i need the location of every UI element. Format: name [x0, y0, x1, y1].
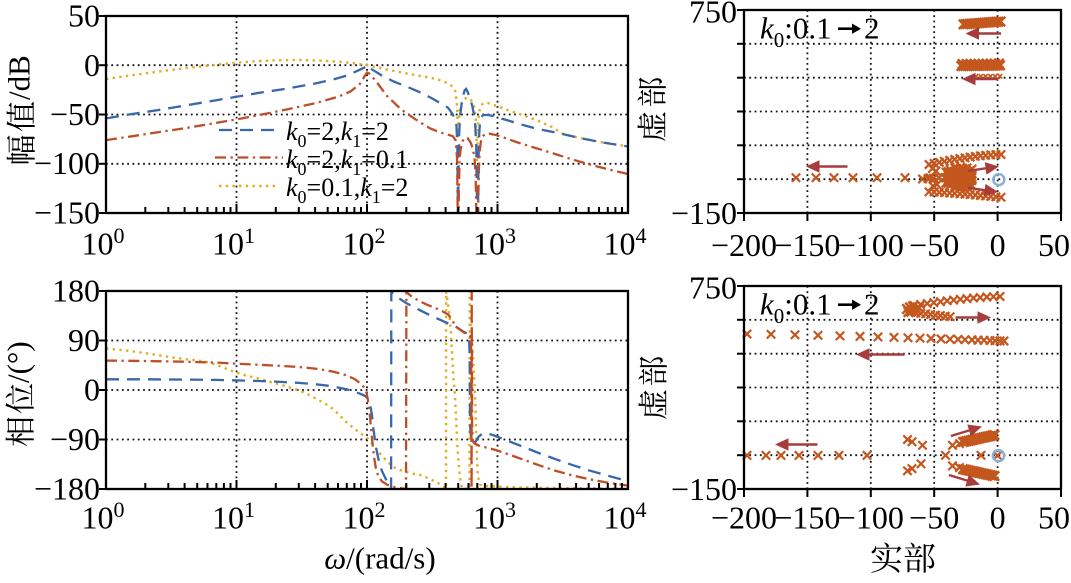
svg-text:−50: −50	[50, 96, 100, 132]
svg-text:180: 180	[52, 273, 100, 309]
svg-text:100: 100	[82, 497, 125, 536]
svg-text:−50: −50	[909, 500, 959, 536]
svg-text:50: 50	[1038, 227, 1070, 263]
svg-text:−200: −200	[711, 500, 777, 536]
svg-text:/dB: /dB	[2, 55, 37, 100]
svg-text:103: 103	[473, 497, 516, 536]
svg-text:0: 0	[84, 372, 100, 408]
svg-text:2: 2	[864, 11, 880, 46]
svg-text:−180: −180	[34, 471, 100, 507]
svg-text:−150: −150	[671, 195, 737, 231]
svg-text:750: 750	[689, 270, 737, 306]
svg-text:−150: −150	[774, 500, 840, 536]
svg-text:/(°): /(°)	[1, 341, 36, 383]
svg-text:101: 101	[212, 497, 255, 536]
svg-text:−100: −100	[838, 500, 904, 536]
svg-text:2: 2	[864, 287, 880, 322]
svg-text:50: 50	[68, 0, 100, 34]
svg-text:−100: −100	[34, 145, 100, 181]
svg-text:ω/(rad/s): ω/(rad/s)	[324, 541, 435, 576]
svg-text:−150: −150	[774, 227, 840, 263]
svg-text:−200: −200	[711, 227, 777, 263]
svg-text:101: 101	[212, 223, 255, 262]
svg-text:0: 0	[990, 227, 1006, 263]
svg-text:k0:0.1: k0:0.1	[760, 11, 832, 53]
svg-text:k0=2,k1=0.1: k0=2,k1=0.1	[286, 145, 408, 179]
svg-text:103: 103	[473, 223, 516, 262]
svg-text:104: 104	[604, 223, 647, 262]
svg-text:−50: −50	[909, 227, 959, 263]
svg-text:−150: −150	[34, 195, 100, 231]
svg-text:102: 102	[343, 223, 386, 262]
svg-text:−90: −90	[50, 421, 100, 457]
svg-text:750: 750	[689, 0, 737, 30]
svg-text:50: 50	[1038, 500, 1070, 536]
svg-text:102: 102	[343, 497, 386, 536]
svg-text:90: 90	[68, 322, 100, 358]
svg-text:0: 0	[84, 47, 100, 83]
svg-text:k0=0.1,k1=2: k0=0.1,k1=2	[286, 173, 408, 207]
svg-text:0: 0	[990, 500, 1006, 536]
svg-text:−100: −100	[838, 227, 904, 263]
svg-text:−150: −150	[671, 471, 737, 507]
svg-text:100: 100	[82, 223, 125, 262]
svg-text:104: 104	[604, 497, 647, 536]
svg-text:k0:0.1: k0:0.1	[760, 287, 832, 329]
svg-text:k0=2,k1=2: k0=2,k1=2	[286, 117, 389, 151]
